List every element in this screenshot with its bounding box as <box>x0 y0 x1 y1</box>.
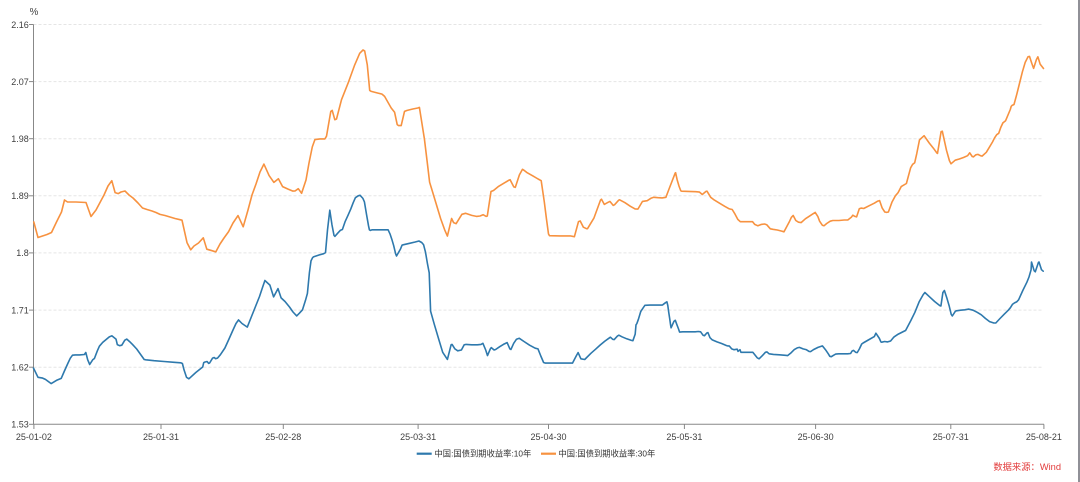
svg-text:1.71: 1.71 <box>11 305 29 315</box>
svg-text:数据来源：Wind: 数据来源：Wind <box>993 461 1061 472</box>
svg-text:2.07: 2.07 <box>11 77 29 87</box>
svg-text:1.62: 1.62 <box>11 363 29 373</box>
svg-text:1.53: 1.53 <box>11 420 29 430</box>
svg-text:1.98: 1.98 <box>11 134 29 144</box>
svg-text:25-05-31: 25-05-31 <box>666 432 702 442</box>
svg-text:25-03-31: 25-03-31 <box>400 432 436 442</box>
svg-text:中国:国债到期收益率:10年: 中国:国债到期收益率:10年 <box>435 449 532 459</box>
svg-text:25-06-30: 25-06-30 <box>798 432 834 442</box>
svg-text:1.89: 1.89 <box>11 191 29 201</box>
svg-text:25-04-30: 25-04-30 <box>530 432 566 442</box>
svg-text:2.16: 2.16 <box>11 20 29 30</box>
svg-text:1.8: 1.8 <box>16 248 29 258</box>
svg-text:25-02-28: 25-02-28 <box>265 432 301 442</box>
svg-text:25-01-31: 25-01-31 <box>143 432 179 442</box>
svg-text:25-01-02: 25-01-02 <box>16 432 52 442</box>
svg-text:25-07-31: 25-07-31 <box>933 432 969 442</box>
svg-text:%: % <box>30 7 39 18</box>
svg-text:25-08-21: 25-08-21 <box>1026 432 1062 442</box>
svg-text:中国:国债到期收益率:30年: 中国:国债到期收益率:30年 <box>559 449 656 459</box>
